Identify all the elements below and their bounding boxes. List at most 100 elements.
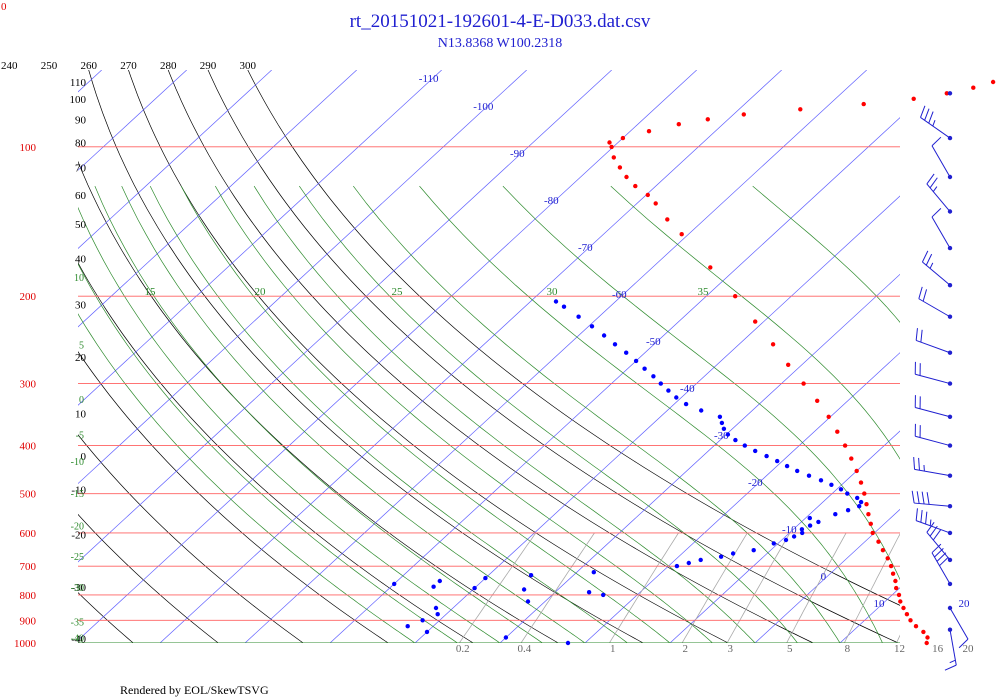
moist-adiabat-line — [94, 185, 543, 643]
wind-barb-station — [947, 414, 953, 419]
dewpoint-profile-point — [719, 420, 725, 426]
isotherm-line — [414, 195, 900, 643]
moist-adiabat-line — [926, 186, 1000, 643]
mixing-ratio-line — [786, 532, 847, 643]
isobars — [78, 146, 900, 643]
wind-barb-staff — [914, 468, 951, 477]
temperature-profile-point — [798, 107, 803, 112]
mixing-ratio-label: 1 — [610, 643, 616, 655]
temperature-profile-point — [645, 192, 650, 198]
temperature-profile-point — [854, 468, 859, 474]
wind-barb-staff — [926, 183, 951, 212]
wind-barb-flag — [931, 543, 942, 554]
moist-adiabat-label: -25 — [71, 552, 84, 563]
wind-barb-flag — [929, 525, 938, 537]
top-theta-label: 290 — [200, 60, 217, 72]
wind-barb-station — [947, 174, 953, 180]
moist-adiabat-line — [149, 185, 628, 643]
dewpoint-profile-point — [472, 585, 477, 591]
left-theta-label: 30 — [75, 300, 87, 312]
temperature-profile-point — [665, 217, 670, 222]
mixing-ratio-line — [681, 532, 748, 643]
moist-adiabat-line — [299, 185, 798, 643]
wind-barb-flag — [921, 250, 929, 263]
moist-adiabats — [78, 185, 1000, 643]
wind-barb-staff — [915, 435, 951, 447]
wind-barb-staff — [916, 339, 951, 354]
dewpoint-profile-point — [424, 629, 430, 635]
dewpoint-profile-point — [561, 304, 567, 309]
left-theta-label: -40 — [71, 634, 86, 646]
wind-barb-flag — [920, 105, 926, 118]
wind-barb-flag — [915, 508, 918, 521]
left-theta-label: 90 — [75, 114, 87, 126]
dewpoint-profile-point — [742, 443, 747, 448]
left-theta-label: 70 — [75, 162, 87, 174]
dry-adiabat-line — [78, 351, 389, 643]
wind-barb-flag — [915, 328, 918, 341]
dewpoint-profile-point — [405, 624, 410, 629]
temperature-profile-point — [898, 599, 903, 604]
dewpoint-profile-point — [800, 530, 805, 536]
wind-barb-station — [947, 91, 953, 96]
dewpoint-profile-point — [717, 414, 723, 419]
temperature-profile-point — [801, 381, 806, 386]
wind-barb-flag — [926, 492, 930, 505]
moist-adiabat-line — [78, 206, 501, 643]
isotherm-label: -50 — [646, 336, 661, 348]
temperature-profile-point — [894, 585, 899, 591]
mixing-ratio-label: 2 — [683, 643, 689, 655]
dewpoint-profile-point — [799, 527, 805, 532]
moist-top-label: 30 — [547, 286, 559, 298]
dewpoint-profile-point — [833, 512, 838, 517]
isotherm-line — [244, 70, 867, 643]
temperature-profile-point — [679, 232, 684, 237]
isotherm-label: -60 — [612, 289, 627, 301]
wind-barb-flag — [926, 522, 935, 533]
isotherm-label: -100 — [473, 101, 494, 113]
wind-barb-staff — [916, 520, 951, 534]
dewpoint-profile-point — [435, 612, 440, 617]
moist-adiabat-line — [180, 185, 671, 643]
temperature-profile-point — [708, 265, 713, 270]
isotherm-line — [159, 70, 782, 643]
pressure-label: 600 — [20, 528, 37, 540]
dewpoint-profile-point — [612, 342, 618, 347]
left-theta-label: -30 — [71, 582, 86, 594]
wind-barb-staff — [915, 373, 951, 385]
dewpoint-profile-point — [651, 374, 656, 379]
temperature-profile-point — [835, 429, 840, 434]
dewpoint-profile-point — [845, 508, 851, 513]
left-theta-label: 80 — [75, 138, 87, 150]
dry-adiabat-line — [207, 70, 900, 643]
isotherm-label: 20 — [959, 598, 971, 610]
wind-barb-staff — [931, 145, 951, 178]
wind-barb-flag — [944, 664, 957, 671]
moist-adiabat-line — [610, 185, 900, 460]
wind-barb-flag — [918, 457, 920, 471]
moist-adiabat-line — [214, 185, 713, 643]
isotherm-label: -110 — [419, 73, 439, 85]
moist-adiabat-label: -40 — [71, 634, 84, 645]
footer-credit: Rendered by EOL/SkewTSVG — [120, 683, 269, 697]
moist-adiabat-line — [121, 185, 586, 643]
temperature-profile-point — [617, 165, 623, 170]
dewpoint-profile-point — [829, 482, 834, 487]
temperature-profile-point — [911, 96, 916, 102]
dewpoint-profile-point — [806, 473, 812, 478]
dewpoint-profile-point — [751, 548, 756, 553]
left-theta-label: 20 — [75, 352, 87, 364]
temperature-profile-point — [611, 155, 616, 160]
wind-barb-halfflag — [929, 519, 932, 526]
temperature-profile-point — [861, 101, 866, 107]
dry-adiabat-line — [88, 70, 644, 643]
dry-adiabat-line — [78, 434, 304, 643]
temperature-profile-point — [646, 129, 652, 134]
mixing-ratio-label: 0.2 — [456, 643, 470, 655]
dry-adiabat-line — [128, 70, 730, 643]
mixing-ratio-label: 12 — [894, 643, 905, 655]
moist-adiabat-line — [253, 185, 756, 643]
dewpoint-profile-point — [392, 581, 397, 587]
temperature-profile-point — [705, 117, 710, 122]
